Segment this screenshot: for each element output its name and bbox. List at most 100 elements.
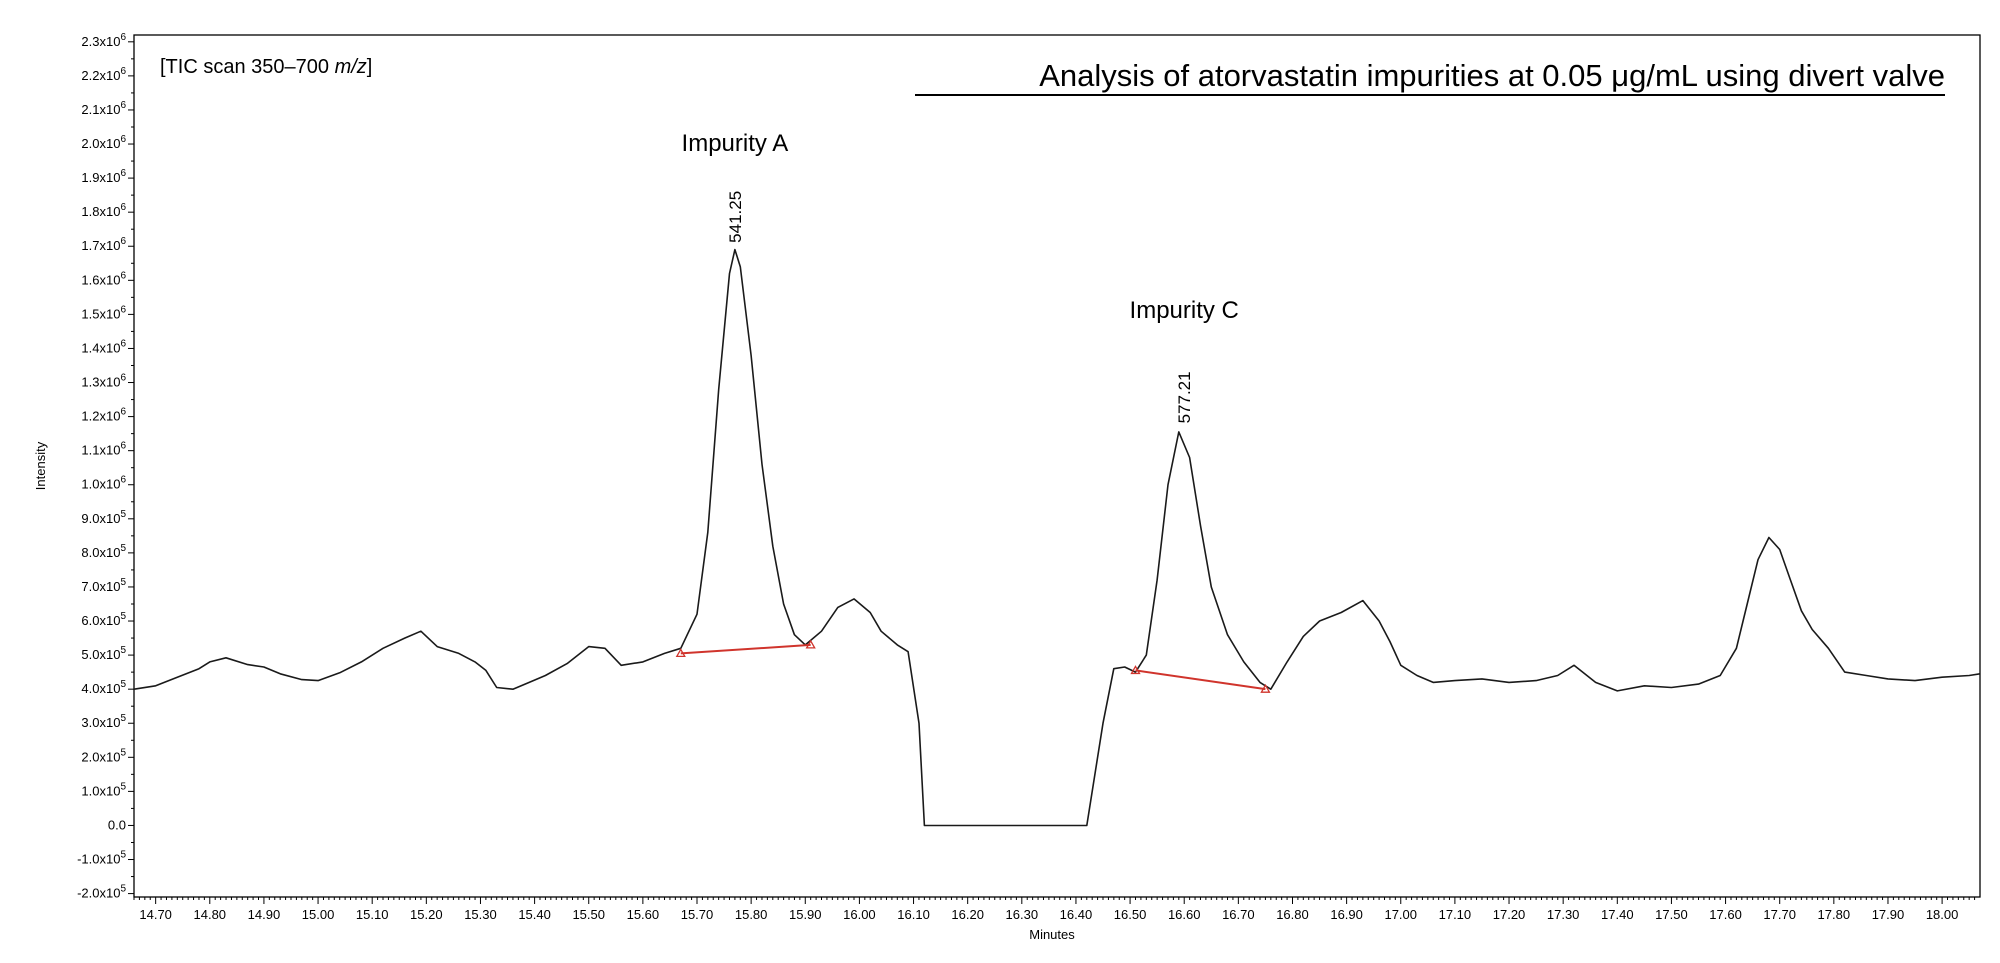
x-tick-label: 16.70 [1222,907,1255,922]
y-tick-label: 2.2x106 [81,66,126,83]
x-tick-label: 15.00 [302,907,335,922]
x-tick-label: 17.30 [1547,907,1580,922]
baseline-marker [1130,665,1141,675]
y-axis: 2.3x1062.2x1062.1x1062.0x1061.9x1061.8x1… [77,32,134,901]
y-tick-exponent: 6 [120,407,126,418]
peak-mz-label: 577.21 [1175,371,1194,423]
y-tick-mantissa: 0.0 [108,817,126,832]
scan-range-label: [TIC scan 350–700 m/z] [160,56,372,78]
y-tick-label: 1.5x106 [81,304,126,321]
y-tick-mantissa: 1.0x10 [81,477,120,492]
x-tick-label: 14.80 [194,907,227,922]
y-tick-label: 1.8x106 [81,202,126,219]
integration-baseline [1135,669,1266,691]
y-tick-exponent: 6 [120,236,126,247]
peak-annotation: Impurity C [1130,297,1239,324]
y-tick-label: 1.6x106 [81,270,126,287]
y-tick-exponent: 5 [120,884,126,895]
peak-annotation: Impurity A [682,130,789,157]
y-tick-exponent: 6 [120,338,126,349]
y-tick-mantissa: 3.0x10 [81,715,120,730]
y-tick-label: 1.0x106 [81,475,126,492]
x-tick-label: 17.40 [1601,907,1634,922]
y-tick-exponent: 5 [120,781,126,792]
x-tick-label: 17.90 [1872,907,1905,922]
y-tick-mantissa: 6.0x10 [81,613,120,628]
y-tick-label: 4.0x105 [81,679,126,696]
x-tick-label: 17.60 [1709,907,1742,922]
y-tick-label: 8.0x105 [81,543,126,560]
y-tick-mantissa: 2.1x10 [81,102,120,117]
peak-mz-label: 541.25 [726,191,745,243]
y-tick-exponent: 5 [120,850,126,861]
y-tick-mantissa: 2.0x10 [81,136,120,151]
y-tick-label: 9.0x105 [81,509,126,526]
y-tick-exponent: 5 [120,747,126,758]
x-axis: 14.70 14.80 14.90 15.00 15.10 15.20 15.30 15.40… [133,897,1976,922]
x-tick-label: 16.40 [1060,907,1093,922]
y-tick-mantissa: 1.4x10 [81,340,120,355]
x-tick-label: 16.30 [1006,907,1039,922]
x-tick-label: 15.30 [464,907,497,922]
y-tick-label: -1.0x105 [77,850,126,867]
y-tick-mantissa: 1.1x10 [81,443,120,458]
y-tick-label: 0.0 [108,817,126,832]
x-tick-label: 17.80 [1818,907,1851,922]
y-tick-exponent: 5 [120,679,126,690]
x-tick-label: 15.60 [627,907,660,922]
x-tick-label: 15.70 [681,907,714,922]
y-tick-exponent: 6 [120,441,126,452]
y-tick-mantissa: 2.2x10 [81,68,120,83]
x-tick-label: 15.40 [518,907,551,922]
y-tick-label: -2.0x105 [77,884,126,901]
y-tick-mantissa: 2.3x10 [81,34,120,49]
tic-series-line [133,248,1981,827]
y-tick-mantissa: 1.7x10 [81,238,120,253]
y-tick-exponent: 6 [120,202,126,213]
x-tick-label: 15.10 [356,907,389,922]
y-tick-exponent: 5 [120,645,126,656]
x-tick-label: 16.10 [897,907,930,922]
y-tick-mantissa: 1.3x10 [81,375,120,390]
y-tick-label: 5.0x105 [81,645,126,662]
y-tick-exponent: 6 [120,270,126,281]
x-tick-label: 16.00 [843,907,876,922]
x-tick-label: 17.20 [1493,907,1526,922]
y-tick-exponent: 6 [120,373,126,384]
y-tick-mantissa: 1.8x10 [81,204,120,219]
y-tick-label: 1.7x106 [81,236,126,253]
y-tick-label: 1.3x106 [81,373,126,390]
y-tick-mantissa: 4.0x10 [81,681,120,696]
x-tick-label: 18.00 [1926,907,1959,922]
x-tick-label: 15.50 [572,907,605,922]
y-tick-label: 2.0x106 [81,134,126,151]
y-tick-exponent: 6 [120,475,126,486]
y-tick-exponent: 6 [120,66,126,77]
chart-title: Analysis of atorvastatin impurities at 0… [1039,58,1945,93]
y-tick-mantissa: 8.0x10 [81,545,120,560]
x-tick-label: 17.50 [1655,907,1688,922]
x-tick-label: 15.20 [410,907,443,922]
y-tick-mantissa: 1.0x10 [81,783,120,798]
x-tick-label: 14.90 [248,907,281,922]
x-tick-label: 16.50 [1114,907,1147,922]
y-tick-mantissa: 5.0x10 [81,647,120,662]
x-tick-label: 16.80 [1276,907,1309,922]
y-axis-title: Intensity [33,441,48,490]
baseline-marker [1260,683,1271,693]
x-axis-title: Minutes [1029,927,1075,942]
x-tick-label: 17.00 [1384,907,1417,922]
y-tick-mantissa: 1.5x10 [81,306,120,321]
y-tick-label: 6.0x105 [81,611,126,628]
annotation-layer: Impurity A Impurity C 541.25 577.21 [682,130,1239,424]
y-tick-mantissa: -1.0x10 [77,852,120,867]
y-tick-label: 1.4x106 [81,338,126,355]
y-tick-exponent: 5 [120,543,126,554]
y-tick-label: 2.3x106 [81,32,126,49]
y-tick-exponent: 6 [120,100,126,111]
y-tick-label: 1.2x106 [81,407,126,424]
y-tick-mantissa: -2.0x10 [77,886,120,901]
y-tick-mantissa: 1.2x10 [81,409,120,424]
x-tick-label: 17.10 [1439,907,1472,922]
y-tick-mantissa: 9.0x10 [81,511,120,526]
